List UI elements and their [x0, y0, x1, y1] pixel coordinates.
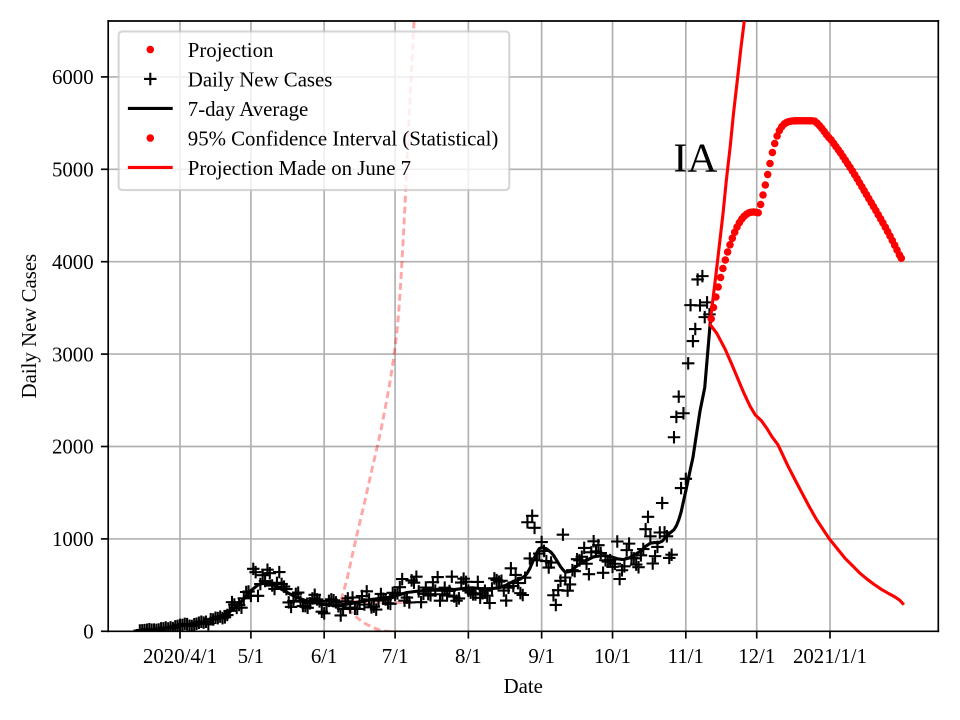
svg-text:8/1: 8/1 [455, 644, 482, 668]
svg-text:7-day Average: 7-day Average [188, 97, 308, 121]
svg-text:Date: Date [504, 674, 543, 698]
svg-text:Daily New Cases: Daily New Cases [188, 67, 333, 91]
svg-text:0: 0 [83, 620, 93, 644]
svg-text:2021/1/1: 2021/1/1 [793, 644, 867, 668]
svg-text:12/1: 12/1 [738, 644, 775, 668]
svg-text:6/1: 6/1 [311, 644, 338, 668]
svg-text:10/1: 10/1 [594, 644, 631, 668]
svg-text:Projection: Projection [188, 38, 274, 62]
svg-text:7/1: 7/1 [382, 644, 409, 668]
svg-text:Projection Made on June 7: Projection Made on June 7 [188, 156, 411, 180]
svg-text:95% Confidence Interval (Stati: 95% Confidence Interval (Statistical) [188, 126, 499, 150]
svg-text:9/1: 9/1 [528, 644, 555, 668]
svg-text:5000: 5000 [52, 158, 94, 182]
svg-text:5/1: 5/1 [238, 644, 265, 668]
svg-text:4000: 4000 [52, 250, 94, 274]
svg-text:11/1: 11/1 [668, 644, 704, 668]
svg-text:1000: 1000 [52, 527, 94, 551]
svg-text:3000: 3000 [52, 342, 94, 366]
svg-text:Daily New Cases: Daily New Cases [17, 254, 41, 399]
svg-text:IA: IA [673, 136, 717, 182]
svg-text:2020/4/1: 2020/4/1 [143, 644, 217, 668]
svg-text:2000: 2000 [52, 435, 94, 459]
svg-text:6000: 6000 [52, 65, 94, 89]
